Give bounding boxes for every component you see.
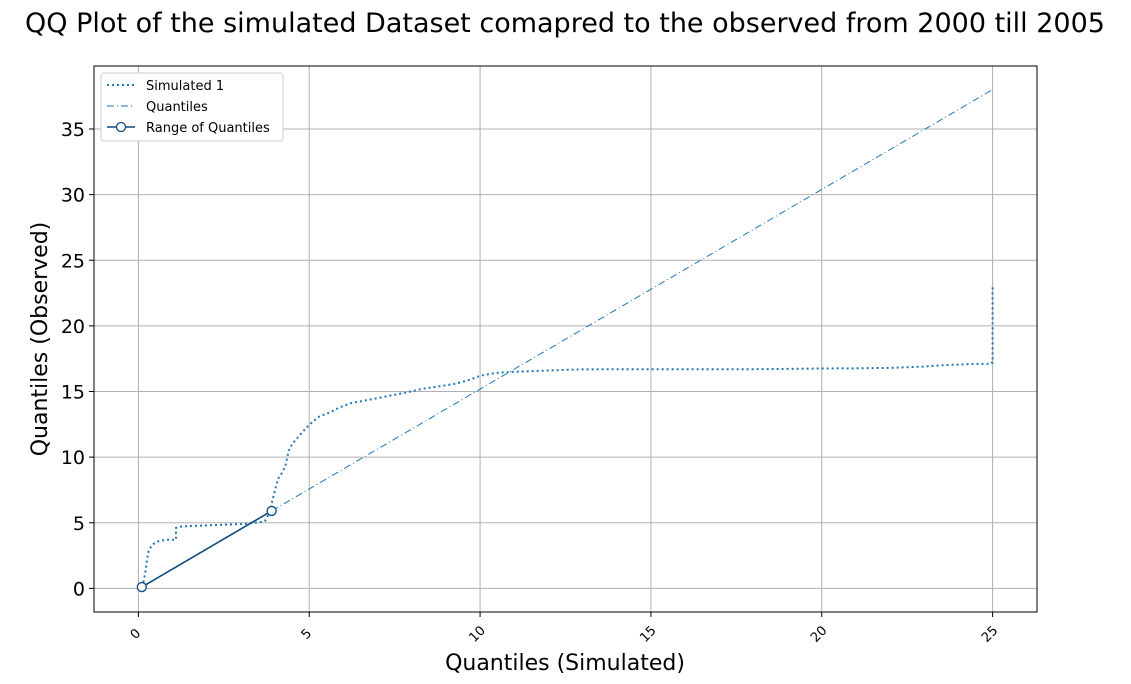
legend-simulated-label: Simulated 1 — [146, 79, 224, 94]
legend: Simulated 1 Quantiles Range of Quantiles — [100, 72, 284, 142]
y-tick-label: 20 — [61, 316, 85, 338]
plot-area-frame — [93, 65, 1038, 613]
legend-range-marker — [115, 121, 127, 133]
x-tick-label: 15 — [637, 623, 659, 645]
range-of-quantiles-marker — [136, 581, 147, 593]
series-layer — [136, 89, 994, 593]
x-tick-label: 10 — [466, 623, 488, 645]
simulated-1-line — [140, 286, 994, 588]
y-tick-label: 35 — [61, 119, 85, 141]
y-axis-label: Quantiles (Observed) — [28, 222, 53, 457]
y-tick-label: 0 — [73, 578, 85, 600]
y-tick-label: 5 — [73, 513, 85, 535]
x-tick-label: 5 — [299, 626, 315, 642]
y-tick-label: 25 — [61, 250, 85, 272]
x-axis-ticks: 0 5 10 15 20 25 — [128, 612, 1001, 646]
quantiles-line — [271, 89, 993, 512]
y-tick-label: 15 — [61, 382, 85, 404]
legend-range-label: Range of Quantiles — [146, 121, 270, 136]
y-tick-label: 10 — [61, 447, 85, 469]
x-tick-label: 20 — [808, 623, 830, 645]
x-tick-label: 25 — [979, 623, 1001, 645]
x-tick-label: 0 — [128, 626, 144, 642]
legend-box — [100, 72, 284, 142]
x-axis-label: Quantiles (Simulated) — [445, 651, 685, 676]
y-tick-label: 30 — [61, 185, 85, 207]
range-of-quantiles-marker — [266, 505, 277, 517]
range-of-quantiles-line — [141, 510, 273, 588]
y-axis-ticks: 0 5 10 15 20 25 30 35 — [61, 119, 94, 600]
legend-quantiles-label: Quantiles — [146, 100, 208, 115]
chart-title: QQ Plot of the simulated Dataset comapre… — [25, 8, 1105, 39]
